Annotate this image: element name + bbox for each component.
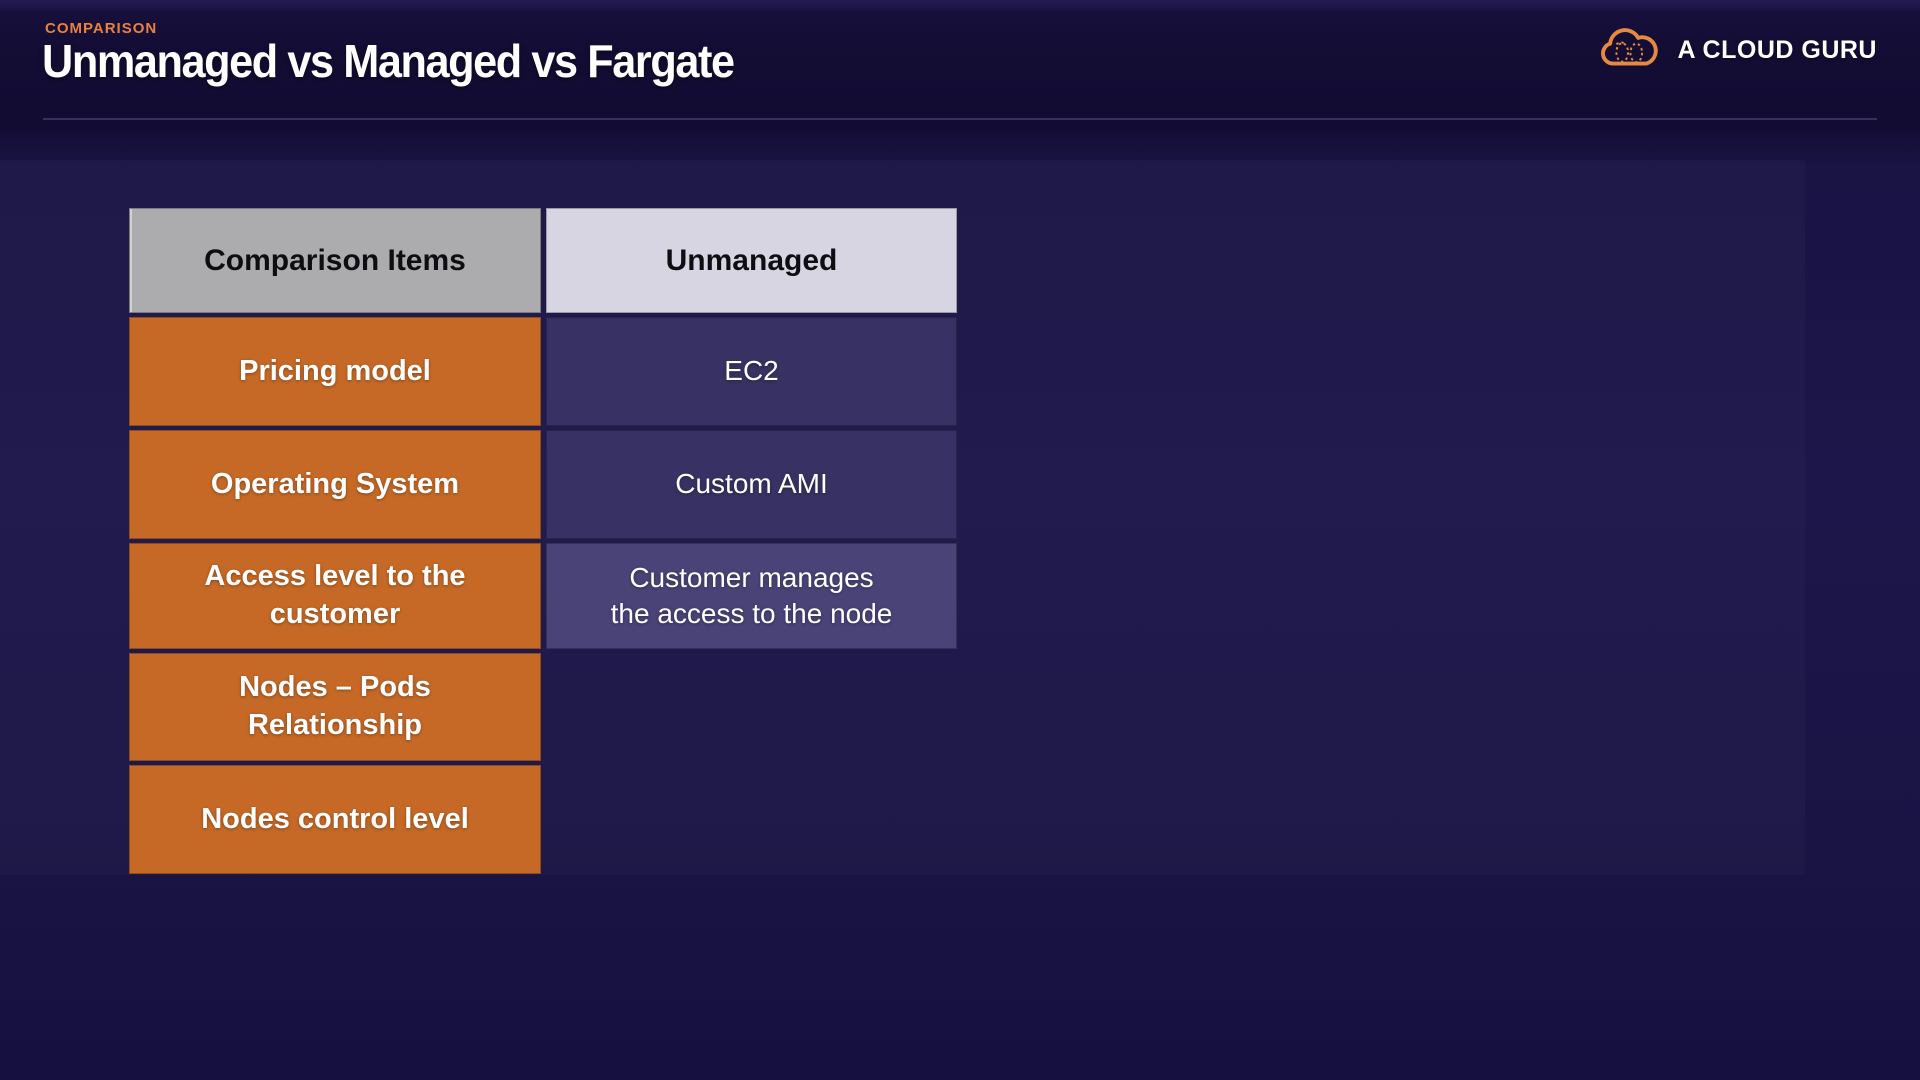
cell-text: Customer manages the access to the node: [610, 561, 893, 629]
header-divider: [43, 118, 1877, 120]
cloud-icon: [1598, 28, 1660, 72]
header-label: Comparison Items: [204, 244, 466, 277]
table-row-value: EC2: [546, 317, 957, 426]
comparison-table: Comparison Items Unmanaged Pricing model…: [129, 208, 957, 874]
cell-text: Operating System: [210, 467, 460, 500]
cell-text: Pricing model: [239, 354, 431, 387]
empty-cell: [546, 765, 957, 874]
cell-text: Access level to the customer: [204, 560, 466, 630]
cell-text: Custom AMI: [675, 468, 828, 500]
table-row-value: Customer manages the access to the node: [546, 543, 957, 649]
cell-text: Nodes control level: [201, 802, 469, 835]
brand-logo: A CLOUD GURU: [1598, 25, 1877, 75]
table-row-item: Access level to the customer: [129, 543, 541, 649]
cell-text: Nodes – Pods Relationship: [239, 671, 431, 741]
cell-text: EC2: [724, 355, 779, 387]
table-row-item: Nodes – Pods Relationship: [129, 653, 541, 761]
table-header-comparison-items: Comparison Items: [129, 208, 541, 313]
slide-title: Unmanaged vs Managed vs Fargate: [42, 35, 735, 87]
table-row-item: Nodes control level: [129, 765, 541, 874]
empty-cell: [546, 653, 957, 761]
slide-eyebrow: COMPARISON: [45, 20, 158, 37]
table-row-item: Pricing model: [129, 317, 541, 426]
table-header-unmanaged: Unmanaged: [546, 208, 957, 313]
table-row-item: Operating System: [129, 430, 541, 539]
brand-name: A CLOUD GURU: [1677, 35, 1877, 64]
header-label: Unmanaged: [665, 244, 838, 277]
table-row-value: Custom AMI: [546, 430, 957, 539]
